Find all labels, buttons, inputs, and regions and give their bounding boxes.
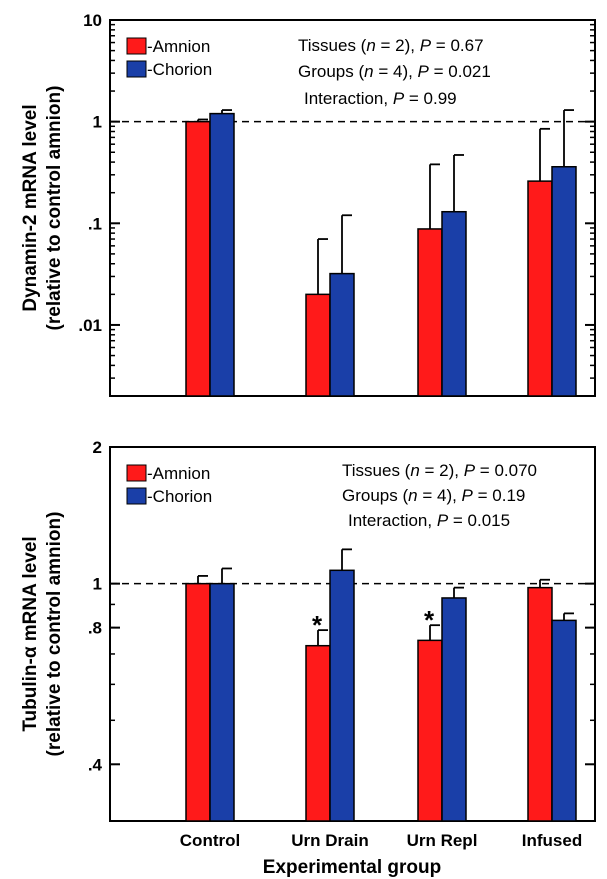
legend-swatch-chorion [126, 60, 147, 78]
bar-amnion [527, 180, 553, 397]
legend-label-chorion: -Chorion [147, 487, 212, 506]
significance-marker: * [424, 605, 435, 635]
stat-line: Tissues (n = 2), P = 0.67 [298, 36, 484, 55]
legend-swatch-chorion [126, 487, 147, 505]
y-axis-label: (relative to control amnion) [44, 86, 65, 331]
bar-chorion [551, 619, 577, 822]
y-tick-label: 2 [93, 438, 102, 457]
bar-amnion [185, 120, 211, 397]
bar-chorion [329, 272, 355, 397]
x-tick-label: Urn Drain [291, 831, 368, 850]
bar-amnion [527, 586, 553, 822]
stat-line: Interaction, P = 0.99 [304, 89, 457, 108]
x-tick-label: Urn Repl [407, 831, 478, 850]
legend-swatch-amnion [126, 464, 147, 482]
bar-chorion [209, 112, 235, 397]
y-axis-label: Tubulin-α mRNA level [20, 536, 41, 731]
y-tick-label: .01 [78, 316, 102, 335]
bar-chorion [329, 569, 355, 822]
legend-label-amnion: -Amnion [147, 37, 210, 56]
stat-line: Interaction, P = 0.015 [348, 511, 510, 530]
y-tick-label: 10 [83, 11, 102, 30]
stat-line: Groups (n = 4), P = 0.021 [298, 62, 491, 81]
bar-chorion [441, 210, 467, 397]
y-tick-label: 1 [93, 113, 102, 132]
legend-label-chorion: -Chorion [147, 60, 212, 79]
bar-amnion [417, 639, 443, 822]
legend-label-amnion: -Amnion [147, 464, 210, 483]
x-tick-label: Control [180, 831, 240, 850]
stat-line: Groups (n = 4), P = 0.19 [342, 486, 525, 505]
significance-marker: * [312, 610, 323, 640]
bar-chorion [441, 597, 467, 822]
y-tick-label: .8 [88, 619, 102, 638]
y-tick-label: .4 [88, 755, 103, 774]
y-tick-label: .1 [88, 214, 102, 233]
y-tick-label: 1 [93, 575, 102, 594]
x-axis-label: Experimental group [263, 857, 441, 878]
y-axis-label: Dynamin-2 mRNA level [20, 104, 41, 311]
x-tick-label: Infused [522, 831, 582, 850]
y-axis-label: (relative to control amnion) [44, 512, 65, 757]
stat-line: Tissues (n = 2), P = 0.070 [342, 461, 537, 480]
bar-amnion [185, 582, 211, 822]
bar-chorion [209, 582, 235, 822]
bar-chorion [551, 166, 577, 397]
bar-amnion [305, 644, 331, 822]
bar-amnion [417, 228, 443, 397]
legend-swatch-amnion [126, 37, 147, 55]
bar-amnion [305, 293, 331, 397]
